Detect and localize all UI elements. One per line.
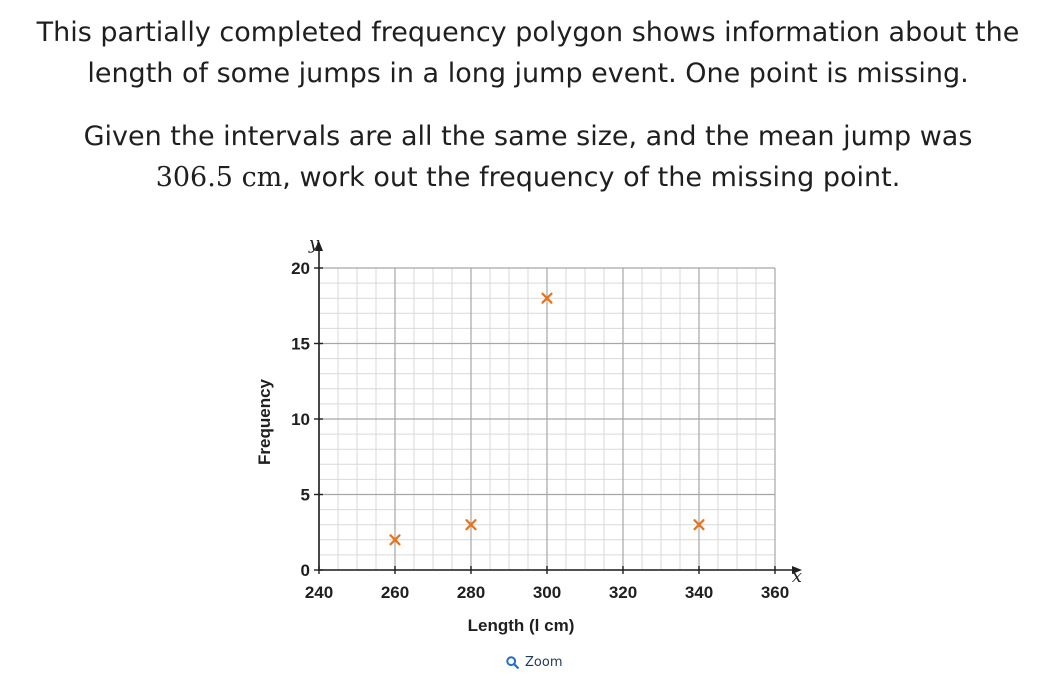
y-tick-label: 15 [291, 335, 310, 354]
x-tick-label: 280 [457, 583, 485, 602]
data-points [389, 292, 705, 546]
x-tick-label: 340 [685, 583, 713, 602]
x-tick-label: 320 [609, 583, 637, 602]
y-axis-label: Frequency [255, 378, 274, 465]
y-tick-label: 20 [291, 259, 310, 278]
question-paragraph-1: This partially completed frequency polyg… [0, 12, 1056, 94]
magnifier-icon [506, 656, 519, 669]
x-tick-label: 240 [305, 583, 333, 602]
question-line-1: This partially completed frequency polyg… [36, 17, 1020, 48]
question-line-4: , work out the frequency of the missing … [282, 162, 901, 193]
y-tick-label: 5 [301, 486, 310, 505]
x-tick-label: 300 [533, 583, 561, 602]
axis-ticks: 240 260 280 300 320 340 360 0 5 10 15 20 [291, 259, 789, 602]
x-tick-label: 260 [381, 583, 409, 602]
question-line-3: Given the intervals are all the same siz… [83, 121, 973, 152]
data-point-marker [389, 534, 401, 546]
mean-value: 306.5 cm [155, 162, 283, 193]
question-line-2: length of some jumps in a long jump even… [87, 58, 969, 89]
x-axis-variable: x [792, 566, 802, 587]
zoom-button[interactable]: Zoom [506, 655, 562, 670]
x-axis-label: Length (l cm) [468, 616, 575, 635]
data-point-stroke [389, 534, 401, 546]
question-text: This partially completed frequency polyg… [0, 12, 1056, 198]
data-point-marker [541, 292, 553, 304]
axes [315, 241, 802, 574]
data-point-marker [693, 519, 705, 531]
question-paragraph-2: Given the intervals are all the same siz… [0, 116, 1056, 198]
data-point-marker [465, 519, 477, 531]
y-tick-label: 0 [301, 561, 310, 580]
data-point-stroke [465, 519, 477, 531]
y-tick-label: 10 [291, 410, 310, 429]
axis-labels: Length (l cm) Frequency y x [255, 233, 802, 635]
data-point-stroke [693, 519, 705, 531]
data-point-stroke [541, 292, 553, 304]
y-axis-variable: y [308, 233, 320, 254]
zoom-label: Zoom [525, 655, 563, 670]
x-tick-label: 360 [761, 583, 789, 602]
